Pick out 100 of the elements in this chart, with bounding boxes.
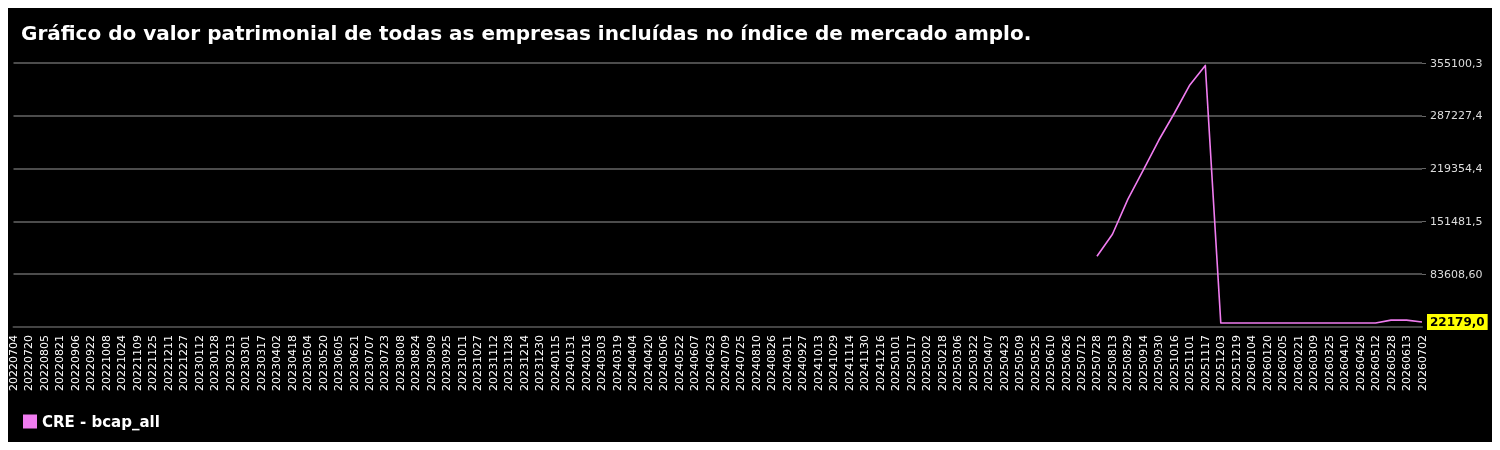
x-tick-label: 20220704 — [7, 335, 20, 391]
x-tick-label: 20230112 — [192, 335, 206, 391]
x-tick-label: 20251101 — [1183, 335, 1197, 391]
y-tick-label: 219354,4 — [1430, 162, 1483, 176]
x-tick-label: 20260410 — [1338, 335, 1352, 391]
x-tick-label: 20250509 — [1013, 335, 1027, 391]
x-tick-label: 20220906 — [68, 335, 82, 391]
x-tick-label: 20241013 — [811, 335, 825, 391]
x-tick-label: 20241114 — [842, 335, 856, 391]
x-tick-label: 20241216 — [873, 335, 887, 391]
x-tick-label: 20250306 — [951, 335, 965, 391]
data-label: 22179,0 — [1430, 314, 1485, 329]
x-tick-label: 20230317 — [254, 335, 268, 391]
x-tick-label: 20251219 — [1229, 335, 1243, 391]
x-tick-label: 20240115 — [548, 335, 562, 391]
x-tick-label: 20220720 — [22, 335, 36, 391]
x-tick-label: 20221109 — [130, 335, 144, 391]
x-tick-label: 20250626 — [1059, 335, 1073, 391]
x-tick-label: 20231112 — [486, 335, 500, 391]
x-tick-label: 20260512 — [1369, 335, 1383, 391]
chart-title: Gráfico do valor patrimonial de todas as empresas incluídas no índice de mercado amplo. — [21, 21, 1032, 45]
x-tick-label: 20240131 — [564, 335, 578, 391]
y-tick-label: 355100,3 — [1430, 56, 1483, 70]
x-tick-label: 20230402 — [270, 335, 284, 391]
x-tick-label: 20240826 — [765, 335, 779, 391]
x-tick-label: 20230909 — [424, 335, 438, 391]
legend-label: CRE - bcap_all — [42, 412, 160, 431]
x-tick-label: 20241029 — [827, 335, 841, 391]
x-tick-label: 20250525 — [1028, 335, 1042, 391]
x-tick-label: 20220922 — [84, 335, 98, 391]
x-tick-label: 20260528 — [1384, 335, 1398, 391]
x-tick-label: 20230504 — [301, 335, 315, 391]
x-tick-label: 20260309 — [1307, 335, 1321, 391]
x-tick-label: 20250930 — [1152, 335, 1166, 391]
x-tick-label: 20240404 — [626, 335, 640, 391]
x-tick-label: 20260325 — [1322, 335, 1336, 391]
x-tick-label: 20251117 — [1198, 335, 1212, 391]
x-tick-label: 20260426 — [1353, 335, 1367, 391]
x-tick-label: 20240420 — [641, 335, 655, 391]
x-tick-label: 20231230 — [533, 335, 547, 391]
x-tick-label: 20240810 — [749, 335, 763, 391]
x-tick-label: 20240522 — [672, 335, 686, 391]
x-tick-label: 20260120 — [1260, 335, 1274, 391]
line-series — [1096, 64, 1423, 324]
x-tick-label: 20240607 — [688, 335, 702, 391]
x-tick-label: 20230418 — [285, 335, 299, 391]
x-tick-label: 20251203 — [1214, 335, 1228, 391]
x-tick-label: 20260104 — [1245, 335, 1259, 391]
x-tick-label: 20230605 — [332, 335, 346, 391]
x-tick-label: 20231027 — [471, 335, 485, 391]
x-tick-label: 20260702 — [1415, 335, 1429, 391]
x-tick-label: 20260205 — [1276, 335, 1290, 391]
x-tick-label: 20240911 — [780, 335, 794, 391]
x-tick-label: 20240623 — [703, 335, 717, 391]
x-tick-label: 20251016 — [1167, 335, 1181, 391]
x-tick-label: 20240506 — [657, 335, 671, 391]
y-tick-label: 83608,60 — [1430, 267, 1483, 281]
x-tick-label: 20230213 — [223, 335, 237, 391]
x-tick-label: 20230925 — [440, 335, 454, 391]
x-tick-label: 20230723 — [378, 335, 392, 391]
x-tick-label: 20240927 — [796, 335, 810, 391]
x-tick-label: 20240319 — [610, 335, 624, 391]
x-tick-label: 20221211 — [161, 335, 175, 391]
x-tick-label: 20250101 — [889, 335, 903, 391]
x-tick-label: 20230707 — [362, 335, 376, 391]
x-tick-label: 20221024 — [115, 335, 129, 391]
x-tick-label: 20230520 — [316, 335, 330, 391]
x-tick-label: 20250914 — [1136, 335, 1150, 391]
x-tick-label: 20221008 — [99, 335, 113, 391]
x-tick-label: 20240216 — [579, 335, 593, 391]
x-tick-label: 20221125 — [146, 335, 160, 391]
x-tick-label: 20250610 — [1044, 335, 1058, 391]
x-tick-label: 20250712 — [1074, 335, 1088, 391]
x-tick-label: 20230824 — [409, 335, 423, 391]
x-tick-label: 20230808 — [393, 335, 407, 391]
x-tick-label: 20240709 — [718, 335, 732, 391]
x-tick-label: 20250829 — [1121, 335, 1135, 391]
x-tick-label: 20231214 — [517, 335, 531, 391]
x-tick-label: 20250322 — [966, 335, 980, 391]
y-tick-label: 287227,4 — [1430, 109, 1483, 123]
x-tick-label: 20250218 — [935, 335, 949, 391]
x-tick-label: 20250423 — [997, 335, 1011, 391]
x-tick-label: 20250117 — [904, 335, 918, 391]
x-tick-label: 20221227 — [177, 335, 191, 391]
x-tick-label: 20250407 — [982, 335, 996, 391]
x-tick-label: 20230301 — [239, 335, 253, 391]
x-tick-label: 20230128 — [208, 335, 222, 391]
x-tick-label: 20230621 — [347, 335, 361, 391]
x-tick-label: 20250813 — [1105, 335, 1119, 391]
x-tick-label: 20240725 — [734, 335, 748, 391]
y-tick-label: 151481,5 — [1430, 214, 1483, 228]
x-tick-label: 20240303 — [595, 335, 609, 391]
x-tick-label: 20220821 — [53, 335, 67, 391]
x-tick-label: 20250728 — [1090, 335, 1104, 391]
x-tick-label: 20260613 — [1400, 335, 1414, 391]
x-tick-label: 20231011 — [455, 335, 469, 391]
x-tick-label: 20231128 — [502, 335, 516, 391]
x-tick-label: 20241130 — [858, 335, 872, 391]
x-tick-label: 20250202 — [920, 335, 934, 391]
x-tick-label: 20260221 — [1291, 335, 1305, 391]
